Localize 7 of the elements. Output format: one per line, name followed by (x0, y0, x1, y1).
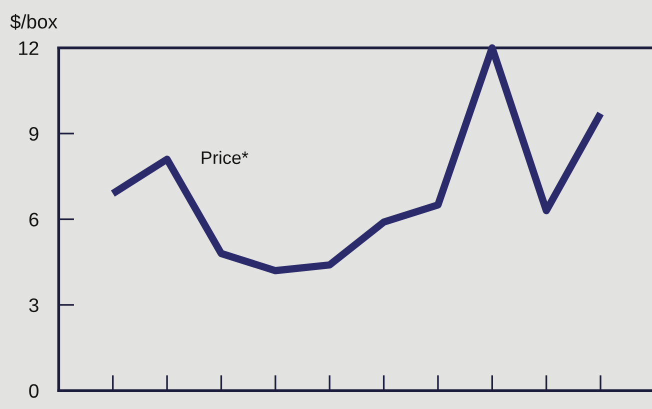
series-label: Price* (202, 150, 248, 164)
y-tick-label: 3 (29, 298, 38, 312)
y-tick-label: 9 (29, 127, 38, 141)
y-tick-label: 0 (29, 384, 38, 398)
y-tick-label: 6 (29, 212, 38, 226)
y-tick-label: 12 (19, 41, 38, 55)
y-axis-title: $/box (10, 14, 58, 30)
